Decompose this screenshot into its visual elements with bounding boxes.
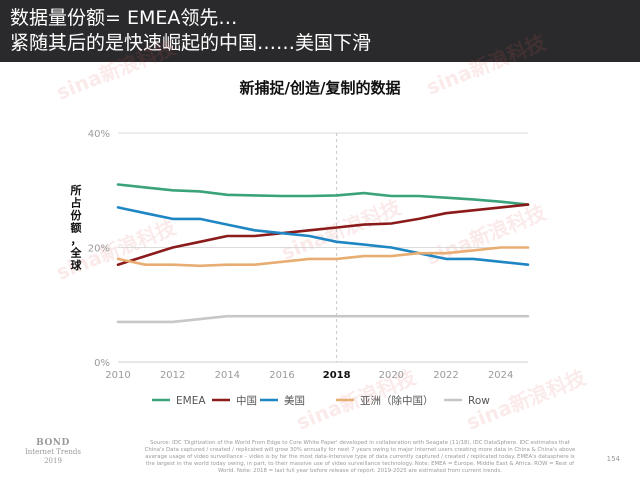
x-tick-label: 2022 bbox=[433, 370, 458, 381]
y-tick-label: 20% bbox=[88, 244, 110, 255]
x-tick-label: 2014 bbox=[215, 370, 240, 381]
legend-label: EMEA bbox=[176, 395, 206, 407]
x-tick-label: 2020 bbox=[379, 370, 404, 381]
series-line-3 bbox=[118, 248, 528, 266]
page-number: 154 bbox=[607, 455, 620, 463]
x-tick-label: 2024 bbox=[488, 370, 513, 381]
bond-logo: BOND Internet Trends 2019 bbox=[18, 438, 88, 466]
legend-label: 亚洲（除中国） bbox=[360, 394, 434, 407]
bond-logo-year: 2019 bbox=[18, 457, 88, 466]
y-tick-label: 40% bbox=[88, 129, 110, 140]
bond-logo-text: BOND bbox=[18, 438, 88, 448]
x-tick-label: 2016 bbox=[269, 370, 294, 381]
bond-logo-subtitle: Internet Trends bbox=[18, 448, 88, 457]
x-tick-label: 2010 bbox=[105, 370, 130, 381]
x-tick-label: 2018 bbox=[323, 370, 351, 381]
series-line-0 bbox=[118, 185, 528, 205]
y-tick-label: 0% bbox=[94, 358, 110, 369]
legend-label: Row bbox=[468, 395, 490, 407]
y-axis-label: 所占份额，全球 bbox=[70, 183, 83, 272]
legend-label: 中国 bbox=[236, 394, 257, 407]
x-tick-label: 2012 bbox=[160, 370, 185, 381]
source-note: Source: IDC 'Digitization of the World F… bbox=[140, 440, 580, 475]
sina-watermark: sina新浪科技 bbox=[53, 35, 180, 105]
sina-watermark: sina新浪科技 bbox=[278, 195, 405, 265]
sina-watermark: sina新浪科技 bbox=[423, 30, 550, 100]
series-line-4 bbox=[118, 316, 528, 322]
legend-label: 美国 bbox=[284, 394, 305, 407]
